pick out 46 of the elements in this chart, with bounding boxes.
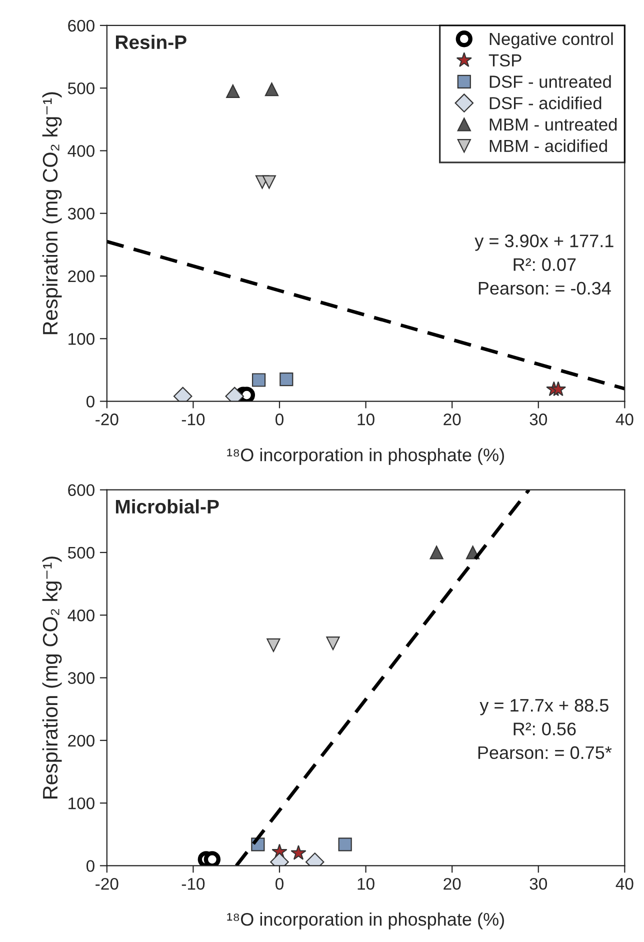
y-tick-label: 0 xyxy=(86,860,94,872)
x-axis-title: ¹⁸O incorporation in phosphate (%) xyxy=(227,912,504,930)
y-tick-label: 600 xyxy=(68,484,94,496)
annotation: Pearson: = 0.75* xyxy=(478,746,612,760)
x-tick-label: -20 xyxy=(96,414,118,426)
x-tick-label: -20 xyxy=(96,878,118,890)
y-tick-label: 200 xyxy=(68,270,94,282)
x-tick-label: -10 xyxy=(182,878,205,890)
y-tick-label: 400 xyxy=(68,610,94,622)
x-tick-label: 10 xyxy=(358,878,374,890)
annotation: R²: 0.07 xyxy=(514,258,576,271)
legend-label: Negative control xyxy=(490,32,613,49)
x-axis-title: ¹⁸O incorporation in phosphate (%) xyxy=(227,448,504,465)
chart-title: Resin-P xyxy=(116,34,186,50)
y-tick-label: 400 xyxy=(68,145,94,157)
annotation: R²: 0.56 xyxy=(514,722,576,736)
y-tick-label: 600 xyxy=(68,20,94,32)
legend-label: TSP xyxy=(488,54,522,67)
legend-label: DSF - untreated xyxy=(490,75,611,88)
x-tick-label: 30 xyxy=(530,414,547,426)
y-tick-label: 300 xyxy=(68,672,94,684)
x-tick-label: 30 xyxy=(530,878,547,890)
x-tick-label: -10 xyxy=(182,414,205,426)
y-tick-label: 100 xyxy=(68,333,94,345)
y-axis-title: Respiration (mg CO₂ kg⁻¹) xyxy=(42,556,62,798)
legend-label: MBM - untreated xyxy=(490,118,617,131)
x-tick-label: 20 xyxy=(444,878,461,890)
y-tick-label: 200 xyxy=(68,734,94,747)
annotation: y = 17.7x + 88.5 xyxy=(480,698,608,716)
x-tick-label: 40 xyxy=(616,414,634,426)
annotation: Pearson: = -0.34 xyxy=(478,282,611,295)
y-tick-label: 300 xyxy=(68,208,94,220)
x-tick-label: 0 xyxy=(276,414,284,426)
x-tick-label: 0 xyxy=(276,878,284,890)
legend-label: DSF - acidified xyxy=(490,96,602,110)
legend-label: MBM - acidified xyxy=(490,139,607,152)
y-tick-label: 0 xyxy=(86,396,94,408)
x-tick-label: 40 xyxy=(616,878,634,890)
y-tick-label: 100 xyxy=(68,797,94,810)
x-tick-label: 10 xyxy=(358,414,374,426)
chart-title: Microbial-P xyxy=(116,499,219,514)
x-tick-label: 20 xyxy=(444,414,461,426)
y-axis-title: Respiration (mg CO₂ kg⁻¹) xyxy=(42,92,62,334)
y-tick-label: 500 xyxy=(68,82,94,94)
annotation: y = 3.90x + 177.1 xyxy=(474,234,614,251)
y-tick-label: 500 xyxy=(68,546,94,559)
